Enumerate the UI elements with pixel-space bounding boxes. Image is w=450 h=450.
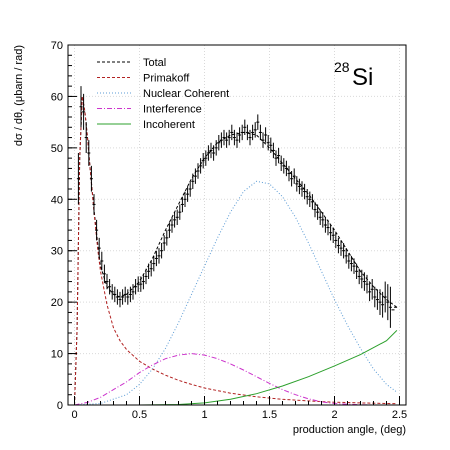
x-axis-title: production angle, (deg) (293, 424, 406, 436)
data-points (76, 86, 398, 328)
plot-frame (67, 44, 407, 406)
y-tick-label-2: 20 (51, 297, 63, 309)
element-annotation: 28 Si (334, 59, 373, 91)
element-mass-number: 28 (334, 59, 350, 75)
x-tick-label-0: 0 (71, 409, 77, 421)
y-tick-label-6: 60 (51, 91, 63, 103)
series-line-nuclear-coherent (74, 180, 398, 406)
x-tick-label-2: 1 (201, 409, 207, 421)
legend-label-interference: Interference (143, 104, 202, 116)
y-axis-title: dσ / dθ, (μbarn / rad) (13, 45, 25, 146)
series-line-interference (74, 353, 397, 406)
legend-label-total: Total (143, 57, 166, 69)
x-tick-label-5: 2.5 (392, 409, 407, 421)
y-tick-label-0: 0 (57, 400, 63, 412)
x-tick-label-4: 2 (331, 409, 337, 421)
legend-label-incoherent: Incoherent (143, 119, 195, 131)
y-tick-label-1: 10 (51, 349, 63, 361)
legend: Total Primakoff Nuclear Coherent Interferen… (97, 57, 229, 131)
element-symbol: Si (352, 64, 373, 91)
x-tick-label-1: 0.5 (132, 409, 147, 421)
x-tick-label-3: 1.5 (262, 409, 277, 421)
legend-label-nuclear-coherent: Nuclear Coherent (143, 88, 229, 100)
y-tick-label-7: 70 (51, 40, 63, 52)
y-tick-label-3: 30 (51, 246, 63, 258)
axis-ticks: 0 0.5 1 1.5 2 2.5 0 10 20 30 40 50 60 70 (51, 40, 407, 421)
y-tick-label-4: 40 (51, 194, 63, 206)
y-tick-label-5: 50 (51, 143, 63, 155)
legend-label-primakoff: Primakoff (143, 73, 190, 85)
